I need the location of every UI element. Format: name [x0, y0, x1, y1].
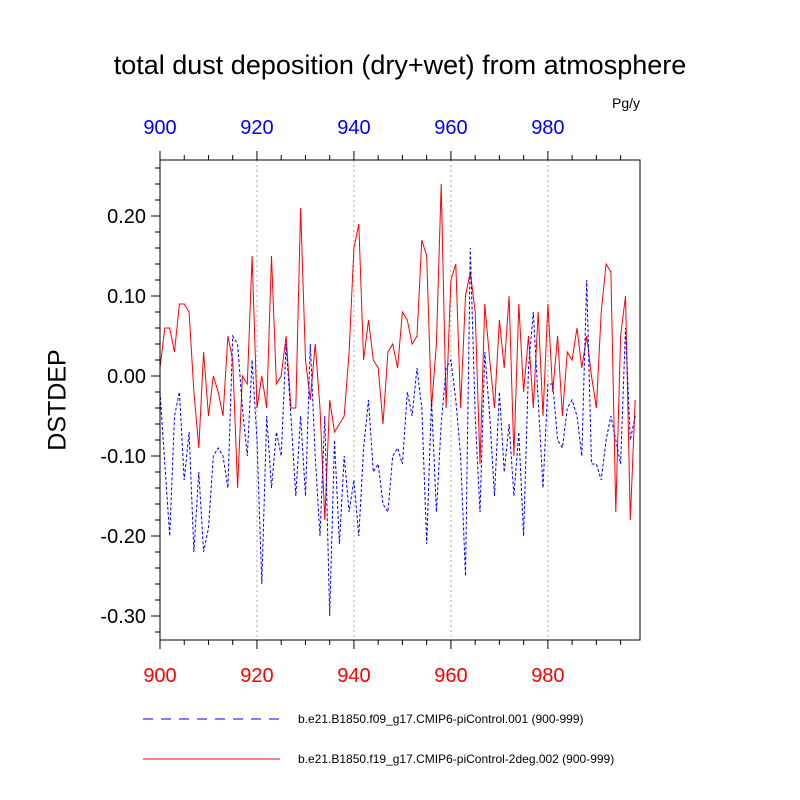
x-grid-lines [256, 160, 549, 640]
series-blue-layer [159, 247, 636, 617]
x-tick-label-bottom-900: 900 [143, 665, 176, 687]
legend-lines [143, 718, 280, 760]
legend-entry-red-label: b.e21.B1850.f19_g17.CMIP6-piControl-2deg… [298, 752, 615, 766]
y-tick-label-0: 0.20 [107, 206, 146, 228]
x-tick-label-bottom-920: 920 [240, 665, 273, 687]
y-tick-label-4: -0.20 [100, 526, 146, 548]
units-label: Pg/y [611, 95, 640, 111]
y-tick-label-3: -0.10 [100, 446, 146, 468]
series-line-red [159, 183, 636, 521]
y-tick-label-1: 0.10 [107, 286, 146, 308]
y-axis-label: DSTDEP [43, 349, 72, 451]
x-tick-label-top-940: 940 [337, 117, 370, 139]
x-tick-label-top-920: 920 [240, 117, 273, 139]
legend-entry-blue-label: b.e21.B1850.f09_g17.CMIP6-piControl.001 … [298, 712, 584, 726]
axis-ticks [151, 151, 622, 649]
x-tick-label-bottom-960: 960 [434, 665, 467, 687]
series-red-layer [159, 183, 636, 521]
series-line-blue [159, 247, 636, 617]
y-tick-label-2: 0.00 [107, 366, 146, 388]
y-tick-label-5: -0.30 [100, 606, 146, 628]
axis-tick-labels: 900 920 940 960 980 900 920 940 960 980 0.20 0.10 0.… [100, 117, 564, 687]
plot-frame [159, 159, 641, 641]
x-tick-label-top-900: 900 [143, 117, 176, 139]
x-tick-label-top-980: 980 [531, 117, 564, 139]
x-tick-label-bottom-980: 980 [531, 665, 564, 687]
chart-title: total dust deposition (dry+wet) from atm… [113, 50, 687, 80]
x-tick-label-top-960: 960 [434, 117, 467, 139]
x-tick-label-bottom-940: 940 [337, 665, 370, 687]
